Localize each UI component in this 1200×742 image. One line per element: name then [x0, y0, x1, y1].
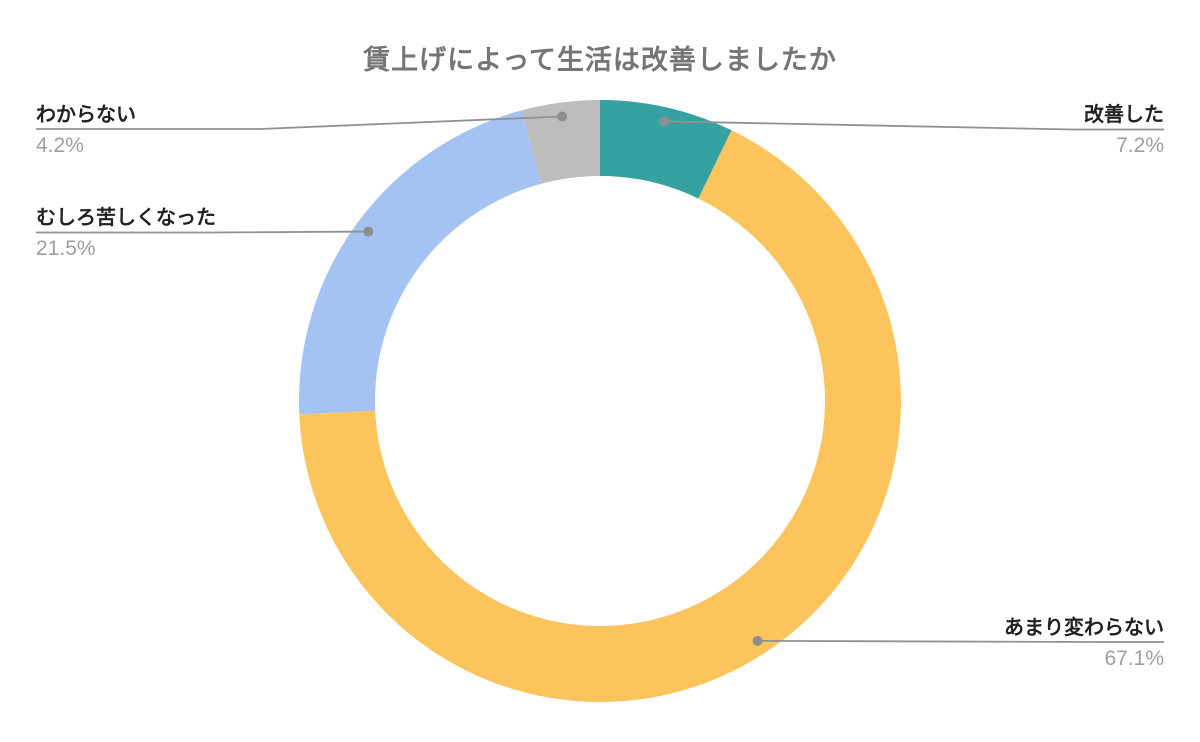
slice-percent-text: 67.1% [1104, 647, 1164, 670]
slice-percent-text: 7.2% [1116, 134, 1164, 157]
slice-label-text: あまり変わらない [1004, 617, 1164, 639]
leader-line-0 [664, 120, 1164, 131]
slice-label-text: わからない [36, 104, 136, 126]
chart-title: 賃上げによって生活は改善しましたか [363, 45, 837, 75]
slice-label-worse: むしろ苦しくなった 21.5% [36, 204, 216, 262]
slice-label-unknown: わからない 4.2% [36, 101, 136, 159]
slice-label-text: むしろ苦しくなった [36, 207, 216, 229]
leader-dot-3 [557, 111, 568, 122]
pie-slice-2 [299, 110, 542, 415]
slice-label-unchanged: あまり変わらない 67.1% [1004, 614, 1164, 672]
pie-slice-3 [521, 100, 600, 184]
pie-slice-0 [600, 100, 732, 199]
leader-dot-0 [659, 116, 670, 127]
leader-line-2 [36, 230, 369, 234]
slice-percent-text: 21.5% [36, 237, 96, 260]
slice-label-text: 改善した [1084, 104, 1164, 126]
leader-line-1 [757, 639, 1164, 643]
slice-label-improved: 改善した 7.2% [1084, 101, 1164, 159]
leader-dot-1 [752, 635, 763, 646]
leader-line-3 [36, 115, 563, 130]
leader-dot-2 [363, 226, 374, 237]
slice-percent-text: 4.2% [36, 134, 84, 157]
